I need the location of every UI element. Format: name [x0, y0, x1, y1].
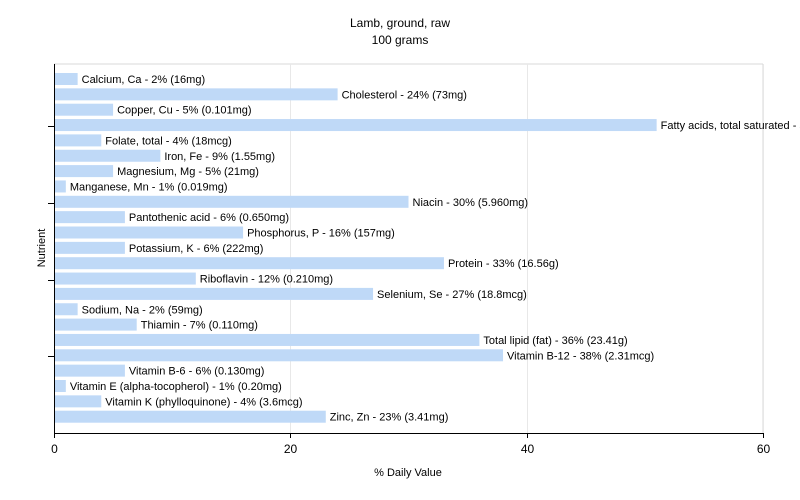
bar-data-label: Protein - 33% (16.56g) [448, 258, 559, 270]
bar-data-label: Sodium, Na - 2% (59mg) [82, 304, 203, 316]
bar-data-label: Phosphorus, P - 16% (157mg) [247, 228, 395, 240]
bar [55, 103, 114, 116]
bar [55, 180, 66, 193]
bar [55, 287, 374, 300]
x-tick-label: 40 [521, 442, 535, 456]
bar-data-label: Riboflavin - 12% (0.210mg) [200, 274, 333, 286]
bar-data-label: Calcium, Ca - 2% (16mg) [82, 74, 205, 86]
bar-data-label: Zinc, Zn - 23% (3.41mg) [330, 412, 449, 424]
chart-subtitle: 100 grams [372, 33, 429, 47]
bar-data-label: Copper, Cu - 5% (0.101mg) [117, 105, 252, 117]
bar-data-label: Selenium, Se - 27% (18.8mcg) [377, 289, 527, 301]
bar [55, 349, 504, 362]
bar-group: Calcium, Ca - 2% (16mg) Cholesterol - 24%… [55, 73, 800, 424]
bar [55, 211, 125, 224]
x-axis-label: % Daily Value [374, 467, 442, 479]
bar-data-label: Cholesterol - 24% (73mg) [342, 89, 467, 101]
bar-data-label: Thiamin - 7% (0.110mg) [141, 320, 258, 332]
bar-data-label: Manganese, Mn - 1% (0.019mg) [70, 181, 228, 193]
bar-data-label: Total lipid (fat) - 36% (23.41g) [483, 335, 627, 347]
bar [55, 195, 409, 208]
bar [55, 165, 114, 178]
bar [55, 272, 196, 285]
bar [55, 318, 137, 331]
bar-data-label: Fatty acids, total saturated - 51% (10.1… [661, 120, 800, 132]
bar [55, 257, 444, 270]
bar-data-label: Folate, total - 4% (18mcg) [105, 135, 232, 147]
bar [55, 119, 657, 132]
bar-data-label: Magnesium, Mg - 5% (21mg) [117, 166, 259, 178]
bar [55, 226, 244, 239]
bar [55, 395, 102, 408]
bar [55, 380, 66, 392]
x-tick-label: 20 [284, 442, 298, 456]
bar-data-label: Iron, Fe - 9% (1.55mg) [164, 151, 275, 163]
bar [55, 241, 125, 254]
bar-data-label: Vitamin B-6 - 6% (0.130mg) [129, 366, 265, 378]
chart-title: Lamb, ground, raw [350, 16, 450, 30]
axes: 0 20 40 60 [48, 64, 770, 456]
bar [55, 149, 161, 162]
bar [55, 73, 78, 85]
bar-data-label: Vitamin B-12 - 38% (2.31mcg) [507, 350, 654, 362]
bar [55, 134, 102, 147]
x-tick-label: 0 [51, 442, 58, 456]
bar-data-label: Potassium, K - 6% (222mg) [129, 243, 264, 255]
bar [55, 364, 125, 377]
bar [55, 88, 338, 101]
x-tick-label: 60 [757, 442, 771, 456]
bar-data-label: Niacin - 30% (5.960mg) [413, 197, 529, 209]
bar [55, 333, 480, 346]
bar-data-label: Pantothenic acid - 6% (0.650mg) [129, 212, 289, 224]
y-axis-label: Nutrient [36, 229, 48, 268]
bar-data-label: Vitamin E (alpha-tocopherol) - 1% (0.20m… [70, 381, 282, 393]
bar [55, 410, 326, 423]
bar-data-label: Vitamin K (phylloquinone) - 4% (3.6mcg) [105, 396, 302, 408]
bar [55, 303, 78, 316]
